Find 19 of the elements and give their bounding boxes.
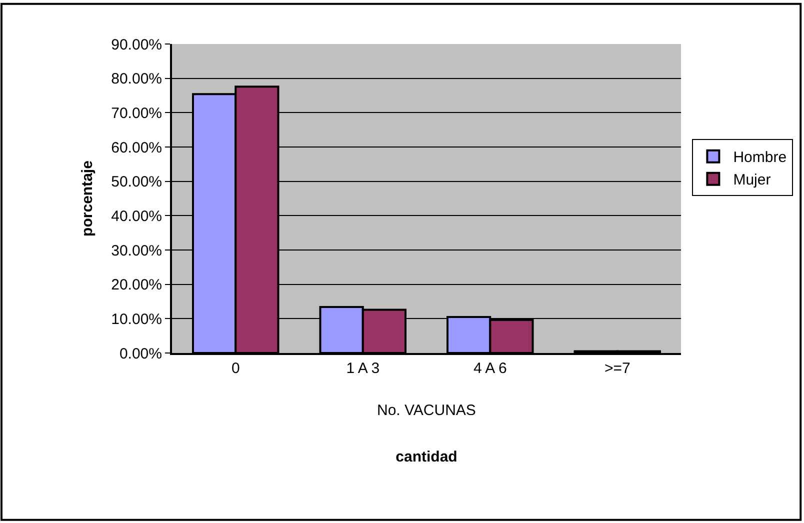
legend-label: Hombre: [733, 149, 787, 166]
x-tick-label: 1 A 3: [346, 360, 380, 377]
y-tick-label: 0.00%: [119, 345, 162, 362]
x-tick-label: 4 A 6: [473, 360, 507, 377]
text: No. VACUNAS: [377, 402, 476, 419]
x-tick-label: 0: [231, 360, 240, 377]
y-tick-label: 20.00%: [111, 276, 162, 294]
legend-label: Mujer: [733, 172, 771, 189]
y-tick-label: 70.00%: [111, 104, 162, 122]
y-tick-label: 60.00%: [111, 139, 162, 156]
x-tick-label: >=7: [604, 360, 630, 377]
y-tick-label: 80.00%: [111, 70, 162, 88]
y-tick-label: 10.00%: [111, 310, 162, 328]
y-tick-label: 40.00%: [111, 208, 162, 225]
y-tick-label: 50.00%: [111, 174, 162, 191]
y-tick-label: 90.00%: [111, 36, 162, 54]
y-tick-label: 30.00%: [111, 242, 162, 260]
x-axis-title: cantidad: [396, 448, 458, 466]
y-axis-title: porcentaje: [78, 160, 96, 236]
